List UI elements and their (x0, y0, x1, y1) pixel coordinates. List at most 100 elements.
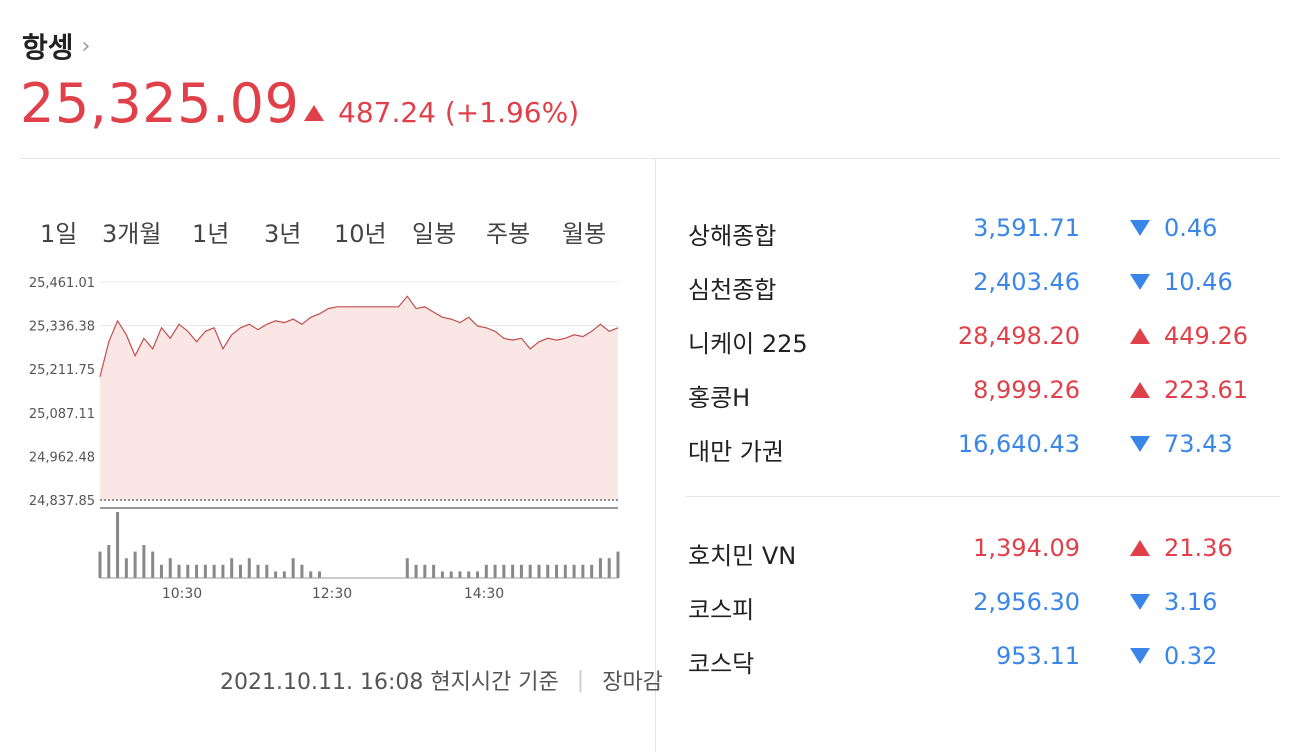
index-row[interactable]: 대만 가권 16,640.43 73.43 (686, 424, 1280, 478)
volume-bar (107, 545, 111, 578)
volume-bar (151, 551, 155, 578)
volume-bar (405, 558, 409, 578)
volume-bar (440, 571, 444, 578)
list-divider (686, 496, 1280, 497)
volume-bar (300, 564, 304, 578)
index-row[interactable]: 심천종합 2,403.46 10.46 (686, 262, 1280, 316)
index-value: 953.11 (996, 642, 1080, 670)
volume-bar (590, 564, 594, 578)
volume-bar (581, 564, 585, 578)
index-change-value: 73.43 (1164, 430, 1233, 458)
index-change-value: 0.32 (1164, 642, 1218, 670)
tab-1d[interactable]: 1일 (40, 220, 78, 248)
index-row[interactable]: 코스피 2,956.30 3.16 (686, 582, 1280, 636)
index-name: 대만 가권 (688, 438, 784, 466)
chevron-right-icon: › (81, 33, 91, 59)
tab-1y[interactable]: 1년 (192, 220, 230, 248)
volume-bar (423, 564, 427, 578)
volume-bar (317, 571, 321, 578)
tab-10y[interactable]: 10년 (334, 220, 387, 248)
index-change: 449.26 (1130, 322, 1248, 350)
index-value: 2,956.30 (973, 588, 1080, 616)
tab-3y[interactable]: 3년 (264, 220, 302, 248)
volume-bar (168, 558, 172, 578)
x-tick-label: 12:30 (312, 586, 352, 602)
price-change-text: 487.24 (+1.96%) (338, 96, 580, 129)
volume-bar (607, 558, 611, 578)
down-triangle-icon (1130, 274, 1150, 290)
index-row[interactable]: 홍콩H 8,999.26 223.61 (686, 370, 1280, 424)
index-change: 0.32 (1130, 642, 1217, 670)
index-row[interactable]: 상해종합 3,591.71 0.46 (686, 208, 1280, 262)
volume-bar (519, 564, 523, 578)
price-area (100, 296, 618, 500)
index-name: 홍콩H (688, 384, 751, 412)
index-list-other: 호치민 VN 1,394.09 21.36 코스피 2,956.30 3.16 … (686, 528, 1280, 690)
index-change-value: 223.61 (1164, 376, 1248, 404)
volume-bar (528, 564, 532, 578)
volume-bar (555, 564, 559, 578)
index-value: 16,640.43 (957, 430, 1080, 458)
index-title[interactable]: 항셍 › (22, 26, 90, 66)
down-triangle-icon (1130, 648, 1150, 664)
index-title-text: 항셍 (22, 31, 74, 64)
volume-bar (98, 551, 102, 578)
tab-monthly[interactable]: 월봉 (562, 220, 607, 248)
up-triangle-icon (1130, 328, 1150, 344)
tab-daily[interactable]: 일봉 (412, 220, 457, 248)
volume-bar (238, 564, 242, 578)
down-triangle-icon (1130, 220, 1150, 236)
index-change: 73.43 (1130, 430, 1233, 458)
volume-bar (247, 558, 251, 578)
tab-weekly[interactable]: 주봉 (486, 220, 531, 248)
tab-3m[interactable]: 3개월 (102, 220, 162, 248)
volume-bar (309, 571, 313, 578)
index-value: 28,498.20 (957, 322, 1080, 350)
y-tick-label: 24,962.48 (29, 450, 95, 465)
x-tick-label: 10:30 (162, 586, 202, 602)
price-line (99, 295, 619, 377)
volume-bar (476, 571, 480, 578)
volume-bar (256, 564, 260, 578)
y-tick-label: 25,211.75 (29, 363, 95, 378)
volume-bar (449, 571, 453, 578)
volume-bar (291, 558, 295, 578)
y-tick-label: 25,461.01 (29, 276, 95, 291)
index-name: 호치민 VN (688, 542, 797, 570)
volume-bar (230, 558, 234, 578)
index-change-value: 21.36 (1164, 534, 1233, 562)
index-change-value: 10.46 (1164, 268, 1233, 296)
volume-bar (511, 564, 515, 578)
up-triangle-icon (304, 104, 324, 121)
intraday-chart[interactable]: 25,461.01 25,336.38 25,211.75 25,087.11 24,9… (0, 262, 640, 612)
volume-bar (484, 564, 488, 578)
volume-bar (537, 564, 541, 578)
index-change-value: 449.26 (1164, 322, 1248, 350)
volume-bar (177, 564, 181, 578)
volume-bar (195, 564, 199, 578)
index-value: 1,394.09 (973, 534, 1080, 562)
index-row[interactable]: 니케이 225 28,498.20 449.26 (686, 316, 1280, 370)
timestamp: 2021.10.11. 16:08 현지시간 기준 (220, 670, 559, 695)
index-name: 코스닥 (688, 650, 755, 678)
volume-bar (133, 551, 137, 578)
down-triangle-icon (1130, 594, 1150, 610)
index-row[interactable]: 호치민 VN 1,394.09 21.36 (686, 528, 1280, 582)
index-row[interactable]: 코스닥 953.11 0.32 (686, 636, 1280, 690)
volume-bar (282, 571, 286, 578)
y-tick-label: 25,336.38 (29, 320, 95, 335)
chart-footer: 2021.10.11. 16:08 현지시간 기준 | 장마감 (220, 664, 663, 696)
up-triangle-icon (1130, 540, 1150, 556)
volume-bar (432, 564, 436, 578)
index-change: 223.61 (1130, 376, 1248, 404)
volume-bar (563, 564, 567, 578)
down-triangle-icon (1130, 436, 1150, 452)
index-name: 상해종합 (688, 222, 777, 250)
volume-bar (414, 564, 418, 578)
index-value: 8,999.26 (973, 376, 1080, 404)
volume-bar (572, 564, 576, 578)
volume-bar (142, 545, 146, 578)
volume-bar (493, 564, 497, 578)
y-tick-label: 24,837.85 (29, 494, 95, 509)
volume-bar (274, 571, 278, 578)
